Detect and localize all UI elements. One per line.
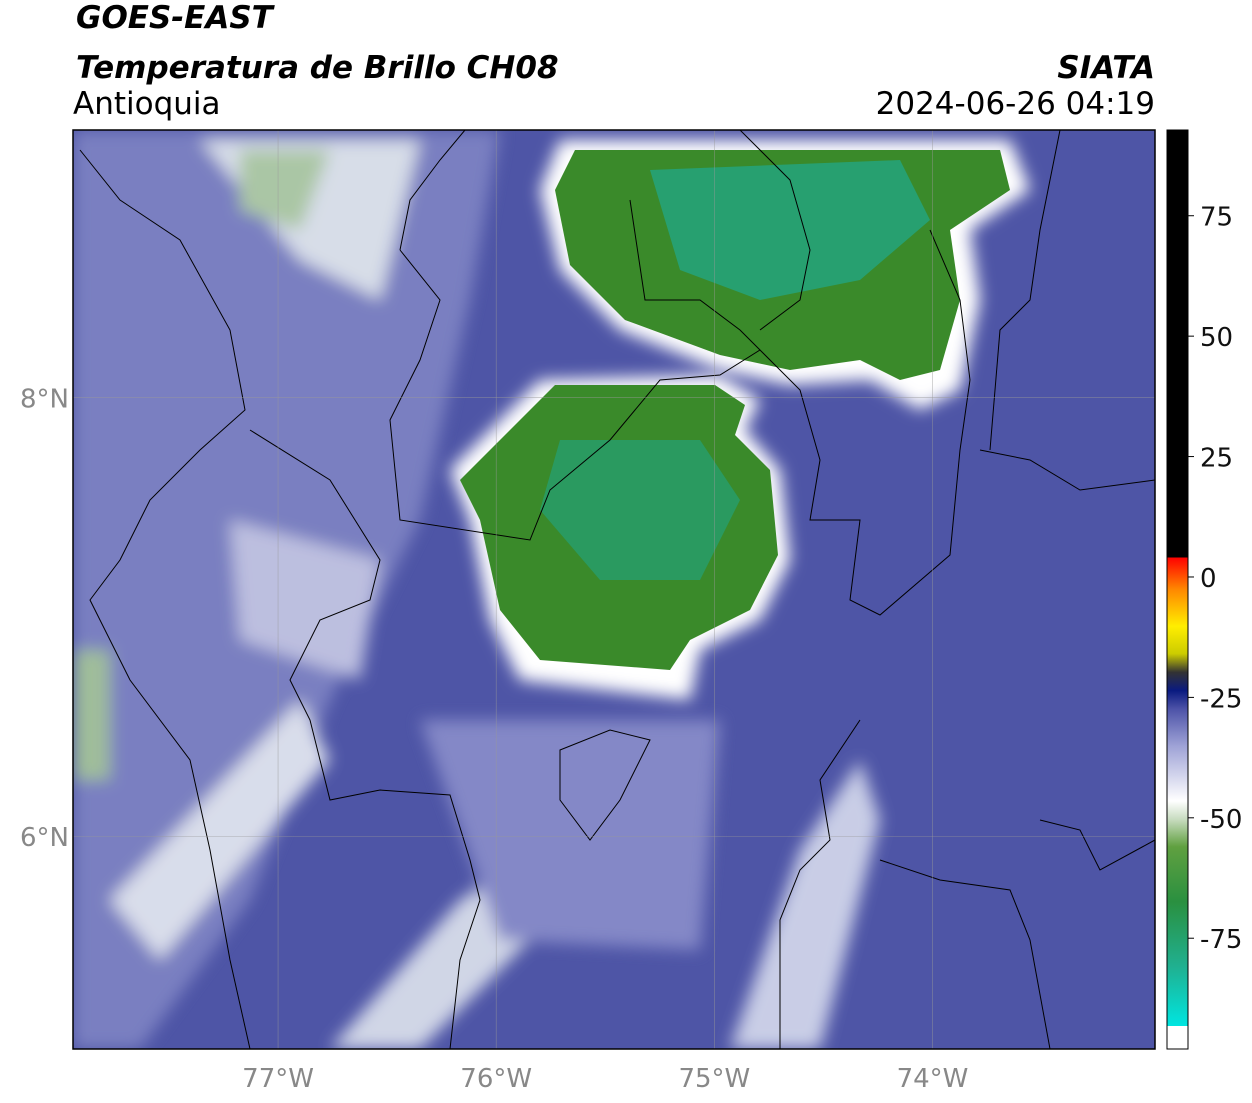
colorbar-tick-label: -75 (1200, 925, 1242, 955)
y-tick-label: 8°N (20, 385, 69, 415)
source: SIATA (1057, 50, 1155, 86)
x-tick-label: 74°W (897, 1064, 969, 1094)
map-frame (72, 129, 1156, 1050)
region: Antioquia (73, 86, 221, 122)
title: GOES-EAST (76, 0, 276, 36)
colorbar-tick-label: -25 (1200, 684, 1242, 714)
subtitle: Temperatura de Brillo CH08 (76, 50, 559, 86)
colorbar (1166, 129, 1189, 1050)
cloud-tops (450, 140, 1030, 700)
x-tick-label: 77°W (242, 1064, 314, 1094)
datetime: 2024-06-26 04:19 (876, 86, 1155, 122)
x-tick-label: 75°W (678, 1064, 750, 1094)
borders (79, 130, 1155, 1049)
x-tick-label: 76°W (460, 1064, 532, 1094)
colorbar-tick-label: 0 (1200, 564, 1217, 594)
colorbar-tick-label: 25 (1200, 444, 1233, 474)
grid (73, 130, 1155, 1049)
colorbar-tick-label: 50 (1200, 323, 1233, 353)
colorbar-tick-label: -50 (1200, 805, 1242, 835)
map-image (73, 130, 1155, 1049)
colorbar-tick-label: 75 (1200, 203, 1233, 233)
y-tick-label: 6°N (20, 823, 69, 853)
